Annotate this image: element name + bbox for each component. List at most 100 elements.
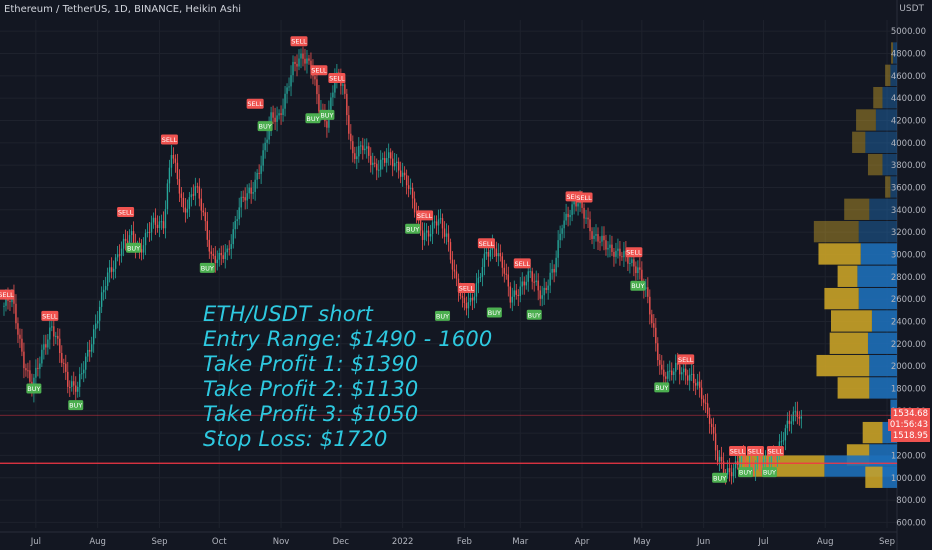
volume-bar-gold <box>885 64 891 86</box>
candle-body <box>122 238 125 249</box>
candle-body <box>651 314 653 324</box>
candle-body <box>61 353 63 363</box>
x-tick-label: Mar <box>512 537 529 547</box>
candle-body <box>230 244 232 249</box>
candle-body <box>286 87 288 94</box>
volume-bar-gold <box>844 198 870 220</box>
candle-body <box>330 97 332 110</box>
candle-body <box>376 163 378 171</box>
candle-body <box>738 464 741 466</box>
candle-body <box>784 428 787 441</box>
candle-body <box>364 148 366 151</box>
candle-body <box>665 376 667 379</box>
candle-body <box>354 153 356 160</box>
buy-marker-label: BUY <box>713 474 726 482</box>
sell-marker-label: SELL <box>730 447 746 455</box>
sell-marker-label: SELL <box>329 75 345 83</box>
candle-body <box>37 367 39 369</box>
candle-body <box>393 163 396 167</box>
candle-body <box>453 269 456 272</box>
volume-profile <box>738 42 897 488</box>
candle-body <box>479 276 482 278</box>
candle-body <box>98 306 101 321</box>
x-tick-label: Aug <box>89 537 106 547</box>
candle-body <box>621 256 623 258</box>
candle-body <box>690 373 693 375</box>
candle-body <box>647 287 649 297</box>
candle-body <box>130 231 133 236</box>
volume-bar-blue <box>869 377 897 399</box>
sell-marker-label: SELL <box>768 447 784 455</box>
price-axis[interactable]: 600.00800.001000.001200.001400.001600.00… <box>891 27 926 528</box>
candle-body <box>316 79 318 95</box>
candle-body <box>459 292 462 296</box>
buy-marker-label: BUY <box>739 469 752 477</box>
candle-body <box>272 112 274 118</box>
sell-marker <box>117 207 135 218</box>
candle-body <box>388 152 390 159</box>
candle-body <box>236 219 238 221</box>
candle-body <box>619 248 621 257</box>
candle-body <box>128 235 131 244</box>
candle-body <box>463 297 466 304</box>
volume-bar-blue <box>890 64 897 86</box>
candle-body <box>627 254 629 264</box>
candle-body <box>694 383 697 386</box>
y-tick-label: 1200.00 <box>891 451 926 461</box>
candle-body <box>59 338 61 354</box>
sell-marker <box>416 210 434 221</box>
candle-body <box>547 285 549 291</box>
chart-title: Ethereum / TetherUS, 1D, BINANCE, Heikin… <box>4 4 242 15</box>
candle-body <box>27 370 29 372</box>
buy-marker-label: BUY <box>320 111 333 119</box>
candle-body <box>370 155 372 165</box>
candle-body <box>760 462 763 467</box>
sell-marker-label: SELL <box>459 284 475 292</box>
candle-body <box>43 344 45 350</box>
candle-body <box>92 329 95 345</box>
candle-body <box>692 373 695 384</box>
candle-body <box>595 234 597 236</box>
candle-body <box>144 233 147 246</box>
candle-body <box>521 281 523 287</box>
candle-body <box>447 233 450 243</box>
sell-marker-label: SELL <box>479 240 495 248</box>
candle-body <box>501 256 504 268</box>
candle-body <box>481 267 484 277</box>
candle-body <box>106 272 109 287</box>
x-tick-label: Aug <box>817 537 834 547</box>
level-price-tag: 1518.95 <box>890 430 930 442</box>
candle-body <box>475 283 478 297</box>
buy-marker-label: BUY <box>127 244 140 252</box>
volume-bar-gold <box>867 153 883 176</box>
candle-body <box>71 381 73 387</box>
candle-body <box>206 221 209 240</box>
countdown-tag: 01:56:43 <box>887 419 930 431</box>
candle-body <box>728 468 731 473</box>
volume-bar-gold <box>829 332 868 354</box>
candle-body <box>509 286 511 303</box>
candle-body <box>240 196 242 208</box>
candle-body <box>746 465 749 467</box>
candle-body <box>368 146 370 156</box>
candle-body <box>772 455 775 457</box>
candle-body <box>226 248 228 253</box>
buy-marker-label: BUY <box>201 264 214 272</box>
time-axis[interactable]: Jul Aug Sep Oct Nov Dec 2022 Feb Mar Apr May Jun Jul… <box>30 537 895 547</box>
candle-body <box>683 368 685 373</box>
volume-bar-blue <box>869 354 897 377</box>
candle-body <box>350 133 352 142</box>
candle-body <box>120 248 123 256</box>
candle-body <box>497 253 500 257</box>
buy-marker-label: BUY <box>655 384 668 392</box>
candle-body <box>555 257 557 273</box>
candle-body <box>639 267 641 270</box>
candle-body <box>180 193 183 198</box>
candle-body <box>51 326 53 328</box>
candle-body <box>399 170 402 177</box>
candle-body <box>238 207 240 220</box>
candle-body <box>758 456 761 463</box>
candle-body <box>284 93 286 109</box>
candle-body <box>194 186 197 196</box>
